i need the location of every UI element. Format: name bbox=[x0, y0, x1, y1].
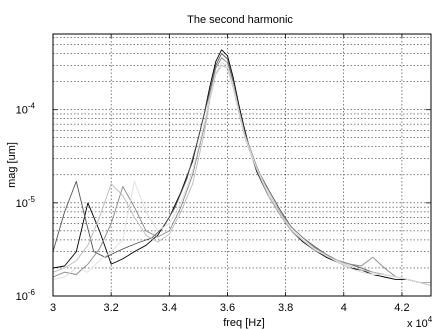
series-line-3 bbox=[52, 57, 432, 286]
plot-frame bbox=[52, 33, 432, 297]
x-tick-label: 4.2 bbox=[394, 302, 409, 314]
y-axis-label: mag [um] bbox=[6, 142, 18, 188]
x-tick-label: 3.2 bbox=[104, 302, 119, 314]
y-tick-base: 10 bbox=[16, 291, 28, 303]
y-tick-exponent: -5 bbox=[28, 195, 36, 204]
y-tick-base: 10 bbox=[16, 105, 28, 117]
series-line-5 bbox=[52, 62, 432, 286]
x-tick-label: 3.6 bbox=[220, 302, 235, 314]
series-line-1 bbox=[52, 49, 431, 283]
chart-title: The second harmonic bbox=[187, 14, 293, 26]
x-multiplier-base: x 10 bbox=[407, 318, 428, 329]
x-multiplier-label: x 104 bbox=[407, 315, 433, 329]
series-group bbox=[52, 49, 432, 286]
x-multiplier-exponent: 4 bbox=[428, 315, 433, 324]
y-tick-exponent: -6 bbox=[28, 288, 36, 297]
y-tick-exponent: -4 bbox=[28, 102, 36, 111]
series-line-4 bbox=[52, 64, 431, 283]
y-tick-base: 10 bbox=[16, 198, 28, 210]
x-tick-label: 4 bbox=[341, 302, 347, 314]
y-tick-label: 10-6 bbox=[16, 288, 36, 303]
series-line-2 bbox=[52, 53, 432, 286]
x-tick-label: 3 bbox=[50, 302, 56, 314]
x-axis-label: freq [Hz] bbox=[223, 317, 265, 329]
y-tick-label: 10-4 bbox=[16, 102, 36, 117]
y-tick-label: 10-5 bbox=[16, 195, 36, 210]
ticks: 3 3.2 3.4 3.6 3.8 4 4.210-610-510-4 bbox=[16, 34, 431, 314]
x-tick-label: 3.4 bbox=[162, 302, 177, 314]
x-tick-label: 3.8 bbox=[278, 302, 293, 314]
grid bbox=[53, 34, 431, 296]
